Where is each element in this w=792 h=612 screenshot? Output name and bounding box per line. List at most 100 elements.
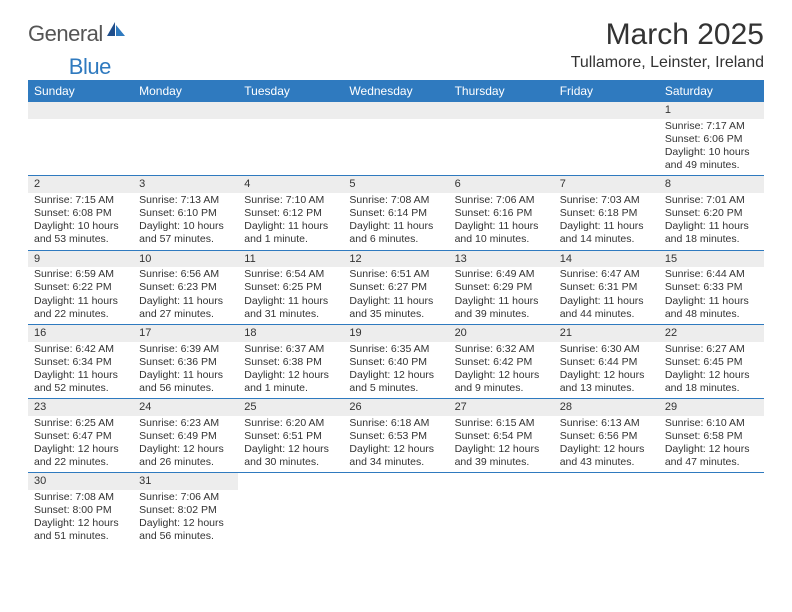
day-info-cell: Sunrise: 7:13 AMSunset: 6:10 PMDaylight:… <box>133 193 238 250</box>
day-number-cell: 31 <box>133 473 238 490</box>
sunset-text: Sunset: 6:36 PM <box>139 356 232 369</box>
day-info-cell: Sunrise: 7:15 AMSunset: 6:08 PMDaylight:… <box>28 193 133 250</box>
daylight-text2: and 10 minutes. <box>455 233 548 246</box>
sunrise-text: Sunrise: 6:42 AM <box>34 343 127 356</box>
logo-line2: GeneralBlue <box>28 54 111 80</box>
day-number-cell: 18 <box>238 324 343 341</box>
daylight-text2: and 56 minutes. <box>139 530 232 543</box>
daylight-text: Daylight: 11 hours <box>665 220 758 233</box>
day-info-cell: Sunrise: 6:51 AMSunset: 6:27 PMDaylight:… <box>343 267 448 324</box>
daynum-row: 23242526272829 <box>28 399 764 416</box>
sunrise-text: Sunrise: 6:30 AM <box>560 343 653 356</box>
daylight-text2: and 39 minutes. <box>455 456 548 469</box>
day-number-cell: 5 <box>343 176 448 193</box>
sunset-text: Sunset: 6:33 PM <box>665 281 758 294</box>
daylight-text2: and 13 minutes. <box>560 382 653 395</box>
weekday-header: Friday <box>554 80 659 102</box>
daylight-text2: and 1 minute. <box>244 382 337 395</box>
day-number-cell <box>238 473 343 490</box>
day-info-cell: Sunrise: 6:30 AMSunset: 6:44 PMDaylight:… <box>554 342 659 399</box>
daylight-text: Daylight: 11 hours <box>349 295 442 308</box>
day-info-cell: Sunrise: 6:56 AMSunset: 6:23 PMDaylight:… <box>133 267 238 324</box>
sunset-text: Sunset: 6:45 PM <box>665 356 758 369</box>
sunrise-text: Sunrise: 6:59 AM <box>34 268 127 281</box>
daylight-text2: and 39 minutes. <box>455 308 548 321</box>
day-number-cell <box>28 102 133 119</box>
daylight-text: Daylight: 12 hours <box>139 517 232 530</box>
sunrise-text: Sunrise: 6:15 AM <box>455 417 548 430</box>
daylight-text: Daylight: 12 hours <box>139 443 232 456</box>
daylight-text2: and 6 minutes. <box>349 233 442 246</box>
daylight-text2: and 44 minutes. <box>560 308 653 321</box>
sunrise-text: Sunrise: 7:17 AM <box>665 120 758 133</box>
sunset-text: Sunset: 6:12 PM <box>244 207 337 220</box>
daylight-text2: and 27 minutes. <box>139 308 232 321</box>
weekday-header: Sunday <box>28 80 133 102</box>
day-number-cell: 3 <box>133 176 238 193</box>
sunrise-text: Sunrise: 7:08 AM <box>34 491 127 504</box>
weekday-header: Saturday <box>659 80 764 102</box>
daylight-text2: and 34 minutes. <box>349 456 442 469</box>
daylight-text2: and 47 minutes. <box>665 456 758 469</box>
daynum-row: 2345678 <box>28 176 764 193</box>
logo: General <box>28 18 127 50</box>
day-info-cell: Sunrise: 6:49 AMSunset: 6:29 PMDaylight:… <box>449 267 554 324</box>
daylight-text: Daylight: 11 hours <box>665 295 758 308</box>
day-number-cell: 11 <box>238 250 343 267</box>
sunrise-text: Sunrise: 7:06 AM <box>139 491 232 504</box>
day-info-cell: Sunrise: 6:44 AMSunset: 6:33 PMDaylight:… <box>659 267 764 324</box>
day-info-cell <box>343 490 448 547</box>
sunrise-text: Sunrise: 7:08 AM <box>349 194 442 207</box>
sunset-text: Sunset: 6:20 PM <box>665 207 758 220</box>
sunset-text: Sunset: 6:54 PM <box>455 430 548 443</box>
sunrise-text: Sunrise: 7:15 AM <box>34 194 127 207</box>
sunset-text: Sunset: 6:23 PM <box>139 281 232 294</box>
daylight-text2: and 49 minutes. <box>665 159 758 172</box>
logo-text-general: General <box>28 21 103 47</box>
day-info-cell: Sunrise: 6:37 AMSunset: 6:38 PMDaylight:… <box>238 342 343 399</box>
daylight-text: Daylight: 12 hours <box>34 517 127 530</box>
sunrise-text: Sunrise: 6:27 AM <box>665 343 758 356</box>
daylight-text: Daylight: 11 hours <box>560 220 653 233</box>
daylight-text2: and 26 minutes. <box>139 456 232 469</box>
day-info-cell <box>133 119 238 176</box>
sunrise-text: Sunrise: 7:03 AM <box>560 194 653 207</box>
info-row: Sunrise: 6:25 AMSunset: 6:47 PMDaylight:… <box>28 416 764 473</box>
day-number-cell <box>449 102 554 119</box>
day-number-cell: 27 <box>449 399 554 416</box>
day-info-cell <box>343 119 448 176</box>
daylight-text: Daylight: 12 hours <box>349 443 442 456</box>
daynum-row: 16171819202122 <box>28 324 764 341</box>
sunrise-text: Sunrise: 6:32 AM <box>455 343 548 356</box>
day-info-cell: Sunrise: 6:42 AMSunset: 6:34 PMDaylight:… <box>28 342 133 399</box>
sunset-text: Sunset: 6:16 PM <box>455 207 548 220</box>
day-info-cell: Sunrise: 7:08 AMSunset: 8:00 PMDaylight:… <box>28 490 133 547</box>
page-title: March 2025 <box>606 18 764 52</box>
daylight-text2: and 22 minutes. <box>34 308 127 321</box>
daylight-text2: and 57 minutes. <box>139 233 232 246</box>
sunset-text: Sunset: 6:31 PM <box>560 281 653 294</box>
day-info-cell: Sunrise: 6:47 AMSunset: 6:31 PMDaylight:… <box>554 267 659 324</box>
day-info-cell: Sunrise: 6:54 AMSunset: 6:25 PMDaylight:… <box>238 267 343 324</box>
daylight-text: Daylight: 12 hours <box>34 443 127 456</box>
daylight-text: Daylight: 11 hours <box>244 295 337 308</box>
day-info-cell: Sunrise: 6:35 AMSunset: 6:40 PMDaylight:… <box>343 342 448 399</box>
daylight-text: Daylight: 10 hours <box>34 220 127 233</box>
day-info-cell <box>238 119 343 176</box>
sunset-text: Sunset: 6:42 PM <box>455 356 548 369</box>
weekday-header: Tuesday <box>238 80 343 102</box>
sunrise-text: Sunrise: 7:01 AM <box>665 194 758 207</box>
day-number-cell <box>343 473 448 490</box>
day-number-cell: 12 <box>343 250 448 267</box>
info-row: Sunrise: 7:15 AMSunset: 6:08 PMDaylight:… <box>28 193 764 250</box>
sunrise-text: Sunrise: 6:18 AM <box>349 417 442 430</box>
daylight-text: Daylight: 12 hours <box>560 369 653 382</box>
day-info-cell: Sunrise: 6:15 AMSunset: 6:54 PMDaylight:… <box>449 416 554 473</box>
day-number-cell: 15 <box>659 250 764 267</box>
day-number-cell: 29 <box>659 399 764 416</box>
sunrise-text: Sunrise: 6:44 AM <box>665 268 758 281</box>
day-number-cell: 28 <box>554 399 659 416</box>
day-info-cell: Sunrise: 7:06 AMSunset: 6:16 PMDaylight:… <box>449 193 554 250</box>
daylight-text: Daylight: 11 hours <box>349 220 442 233</box>
daylight-text2: and 52 minutes. <box>34 382 127 395</box>
